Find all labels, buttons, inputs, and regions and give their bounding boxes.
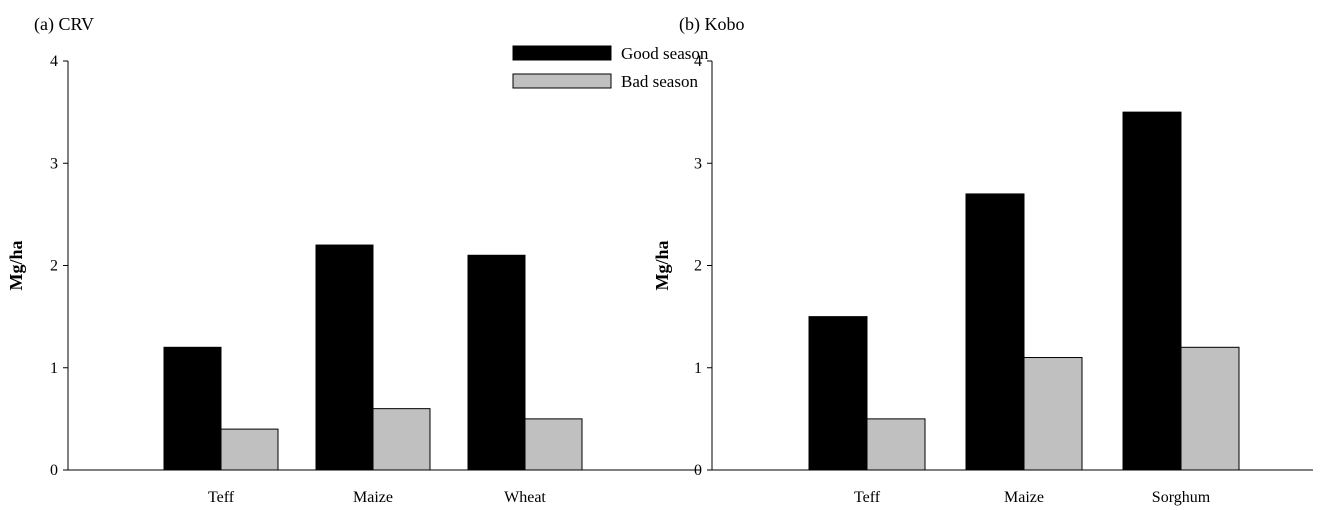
bar-bad-season <box>220 428 279 471</box>
y-tick-label: 3 <box>50 155 58 172</box>
legend-swatch <box>512 73 612 89</box>
y-axis-label: Mg/ha <box>652 240 672 290</box>
legend-swatch <box>512 45 612 61</box>
panel-title: (a) CRV <box>34 14 94 35</box>
panel-title: (b) Kobo <box>679 14 745 35</box>
bar-bad-season <box>372 408 431 471</box>
y-tick-label: 2 <box>50 258 58 275</box>
x-tick-label: Sorghum <box>1152 489 1211 506</box>
bar-good-season <box>808 316 868 471</box>
bar-good-season <box>467 254 526 471</box>
x-tick-label: Teff <box>854 489 881 506</box>
y-tick-label: 4 <box>50 53 58 70</box>
bar-good-season <box>965 193 1025 471</box>
y-tick-label: 0 <box>694 462 702 479</box>
bar-good-season <box>315 244 374 471</box>
bar-good-season <box>1122 111 1182 471</box>
legend-label: Good season <box>621 44 709 63</box>
bar-good-season <box>163 346 222 471</box>
y-tick-label: 3 <box>694 155 702 172</box>
bar-bad-season <box>1180 346 1240 471</box>
legend-label: Bad season <box>621 72 698 91</box>
x-tick-label: Maize <box>1004 489 1044 506</box>
x-tick-label: Wheat <box>504 489 546 506</box>
y-axis-label: Mg/ha <box>6 240 26 290</box>
x-tick-label: Maize <box>353 489 393 506</box>
bar-bad-season <box>866 418 926 471</box>
bar-bad-season <box>1023 357 1083 471</box>
y-tick-label: 1 <box>50 360 58 377</box>
y-tick-label: 4 <box>694 53 702 70</box>
x-tick-label: Teff <box>208 489 235 506</box>
y-tick-label: 0 <box>50 462 58 479</box>
bar-bad-season <box>524 418 583 471</box>
y-tick-label: 1 <box>694 360 702 377</box>
y-tick-label: 2 <box>694 258 702 275</box>
